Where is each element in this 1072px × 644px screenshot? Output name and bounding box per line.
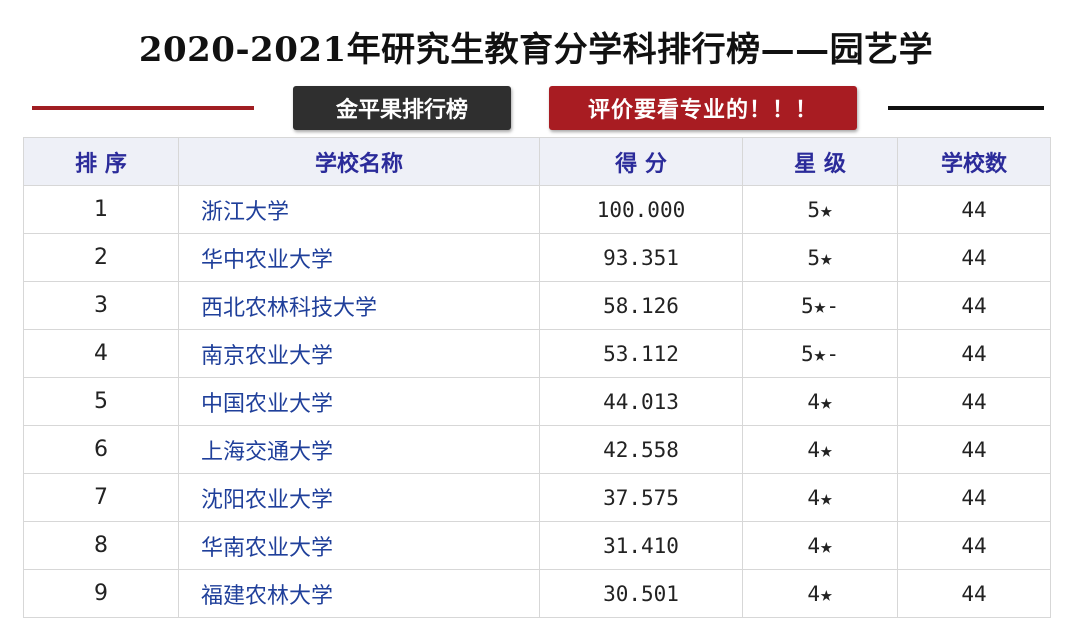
table-row: 8 华南农业大学 31.410 4★ 44 [23, 521, 1051, 570]
rank-cell: 9 [23, 569, 179, 618]
table-row: 4 南京农业大学 53.112 5★- 44 [23, 329, 1051, 378]
school-name-link[interactable]: 浙江大学 [178, 185, 540, 234]
star-level-cell: 5★ [742, 233, 898, 282]
table-row: 2 华中农业大学 93.351 5★ 44 [23, 233, 1051, 282]
school-name-link[interactable]: 福建农林大学 [178, 569, 540, 618]
star-level-cell: 4★ [742, 377, 898, 426]
table-row: 1 浙江大学 100.000 5★ 44 [23, 185, 1051, 234]
table-row: 3 西北农林科技大学 58.126 5★- 44 [23, 281, 1051, 330]
school-count-cell: 44 [897, 569, 1051, 618]
school-count-cell: 44 [897, 281, 1051, 330]
header-rank: 排 序 [23, 137, 179, 186]
school-count-cell: 44 [897, 233, 1051, 282]
star-level-cell: 5★- [742, 329, 898, 378]
header-school-count: 学校数 [897, 137, 1051, 186]
school-count-cell: 44 [897, 185, 1051, 234]
school-name-link[interactable]: 西北农林科技大学 [178, 281, 540, 330]
star-level-cell: 4★ [742, 473, 898, 522]
school-name-link[interactable]: 沈阳农业大学 [178, 473, 540, 522]
page-title: 2020-2021年研究生教育分学科排行榜——园艺学 [138, 30, 934, 70]
table-header-row: 排 序 学校名称 得 分 星 级 学校数 [23, 137, 1051, 186]
header-school-name: 学校名称 [178, 137, 540, 186]
ranking-brand-badge: 金平果排行榜 [293, 86, 511, 130]
table-row: 6 上海交通大学 42.558 4★ 44 [23, 425, 1051, 474]
rank-cell: 4 [23, 329, 179, 378]
decorative-rule-left [32, 106, 254, 110]
star-level-cell: 4★ [742, 521, 898, 570]
score-cell: 44.013 [539, 377, 743, 426]
table-row: 7 沈阳农业大学 37.575 4★ 44 [23, 473, 1051, 522]
score-cell: 93.351 [539, 233, 743, 282]
star-level-cell: 5★- [742, 281, 898, 330]
school-count-cell: 44 [897, 521, 1051, 570]
star-level-cell: 4★ [742, 569, 898, 618]
school-name-link[interactable]: 华中农业大学 [178, 233, 540, 282]
school-name-link[interactable]: 中国农业大学 [178, 377, 540, 426]
ranking-table: 排 序 学校名称 得 分 星 级 学校数 1 浙江大学 100.000 5★ 4… [23, 137, 1051, 618]
score-cell: 100.000 [539, 185, 743, 234]
school-name-link[interactable]: 华南农业大学 [178, 521, 540, 570]
score-cell: 30.501 [539, 569, 743, 618]
score-cell: 31.410 [539, 521, 743, 570]
table-row: 5 中国农业大学 44.013 4★ 44 [23, 377, 1051, 426]
rank-cell: 6 [23, 425, 179, 474]
header-star-level: 星 级 [742, 137, 898, 186]
header-score: 得 分 [539, 137, 743, 186]
rank-cell: 1 [23, 185, 179, 234]
school-count-cell: 44 [897, 329, 1051, 378]
table-row: 9 福建农林大学 30.501 4★ 44 [23, 569, 1051, 618]
school-count-cell: 44 [897, 473, 1051, 522]
slogan-badge: 评价要看专业的！！！ [549, 86, 857, 130]
school-count-cell: 44 [897, 377, 1051, 426]
rank-cell: 8 [23, 521, 179, 570]
decorative-rule-right [888, 106, 1044, 110]
rank-cell: 7 [23, 473, 179, 522]
score-cell: 58.126 [539, 281, 743, 330]
star-level-cell: 4★ [742, 425, 898, 474]
star-level-cell: 5★ [742, 185, 898, 234]
score-cell: 37.575 [539, 473, 743, 522]
rank-cell: 5 [23, 377, 179, 426]
rank-cell: 2 [23, 233, 179, 282]
school-count-cell: 44 [897, 425, 1051, 474]
school-name-link[interactable]: 南京农业大学 [178, 329, 540, 378]
score-cell: 42.558 [539, 425, 743, 474]
school-name-link[interactable]: 上海交通大学 [178, 425, 540, 474]
score-cell: 53.112 [539, 329, 743, 378]
rank-cell: 3 [23, 281, 179, 330]
